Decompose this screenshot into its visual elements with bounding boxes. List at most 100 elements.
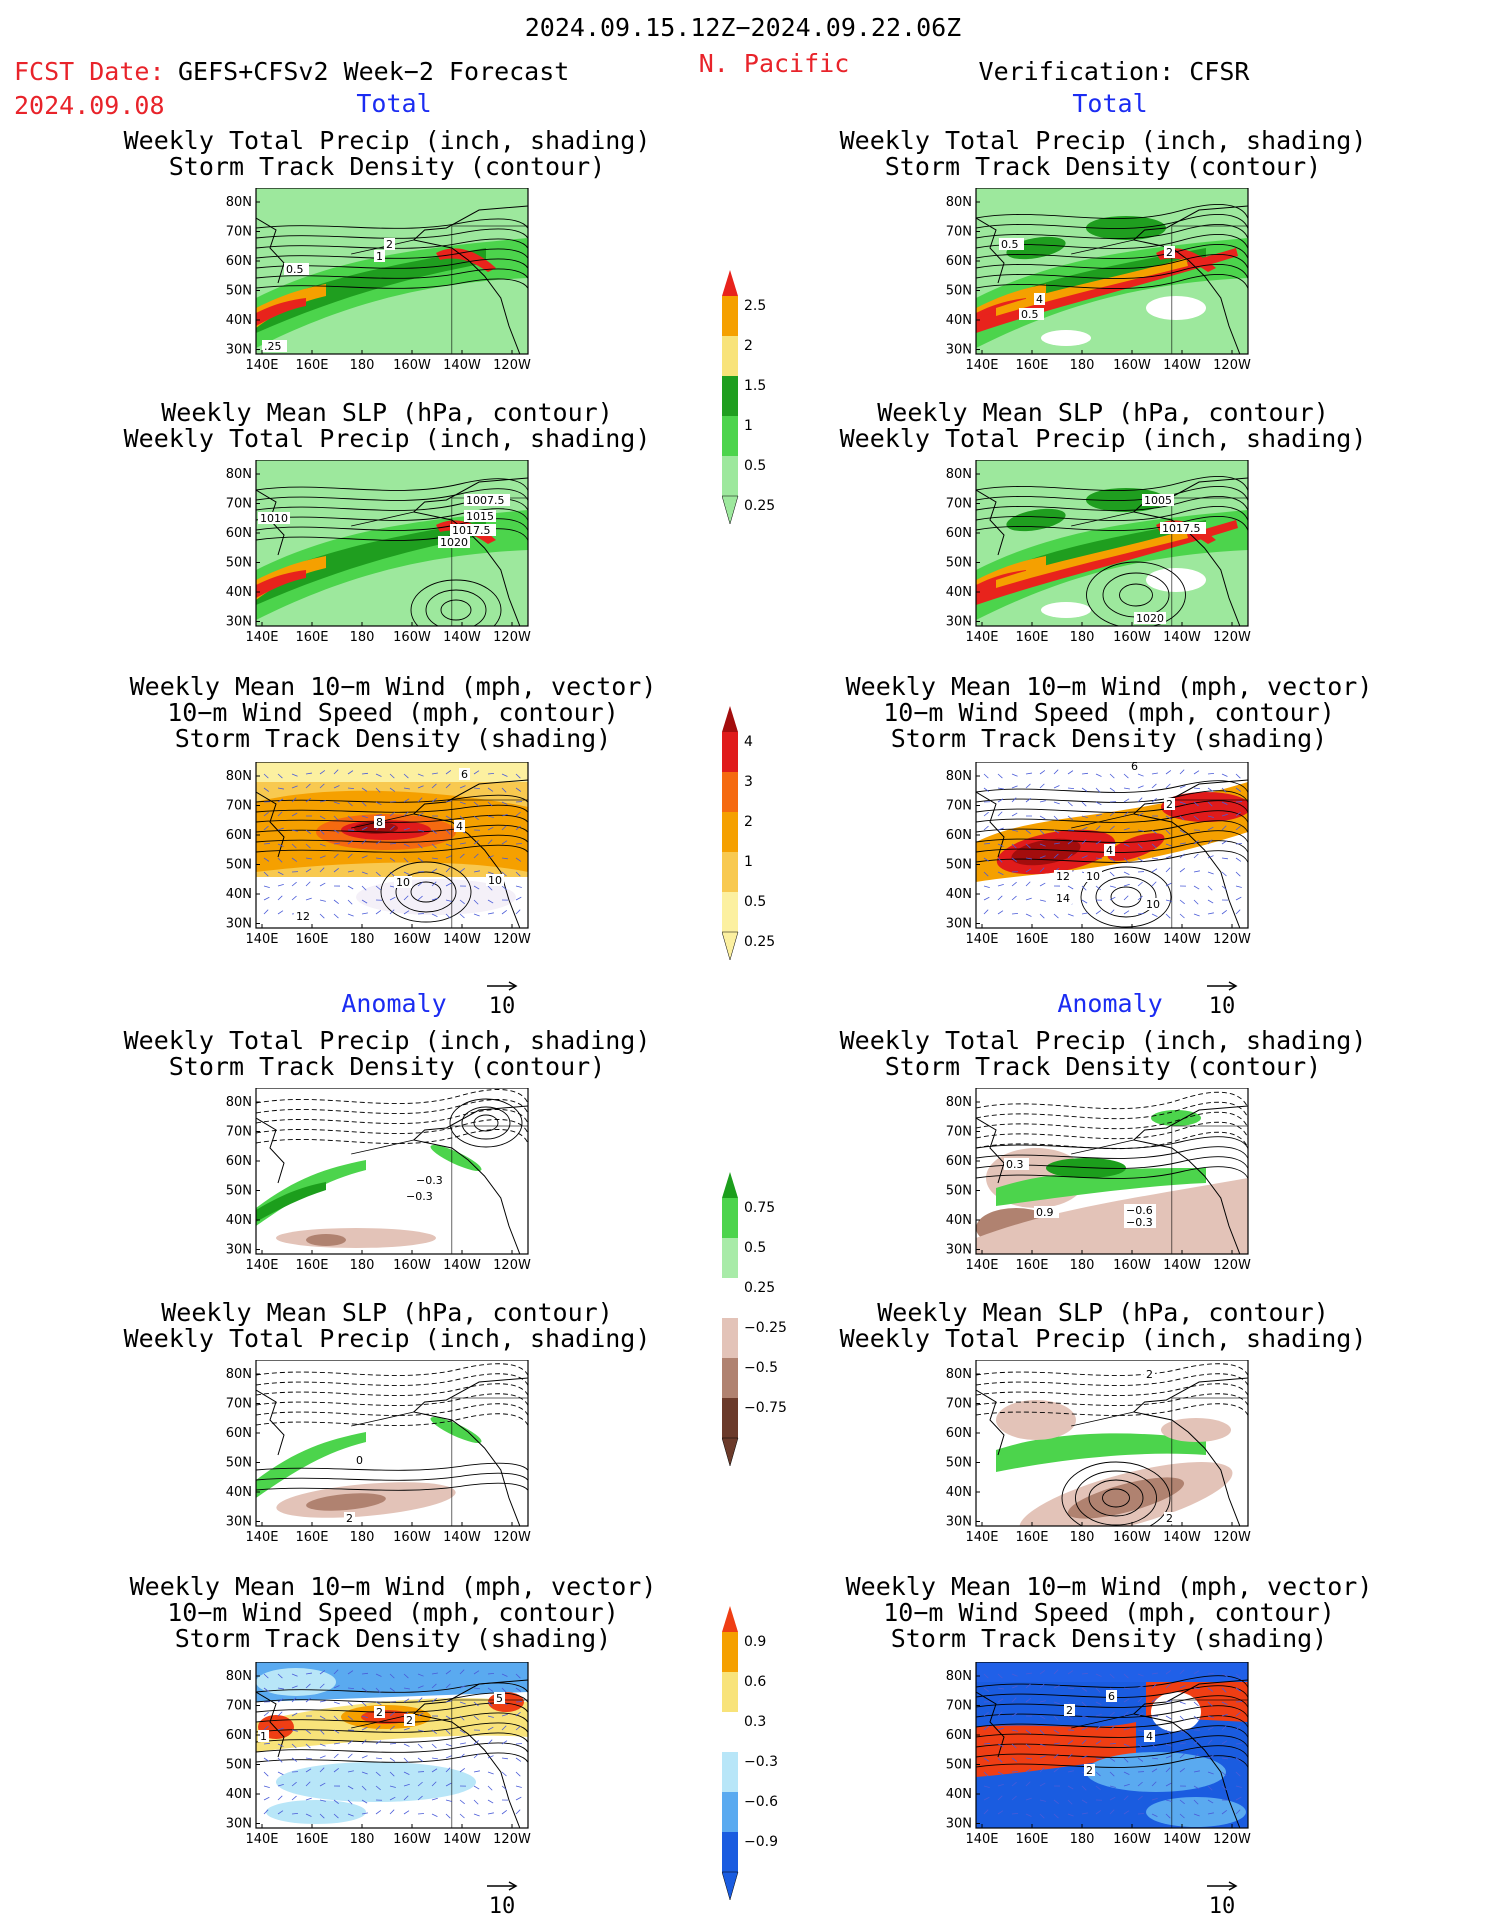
wind-vector [445,855,452,859]
contour-line [256,834,528,843]
contour-line [256,268,528,279]
wind-vector [291,1781,297,1787]
wind-vector [1109,1809,1115,1815]
wind-vector [1207,1672,1215,1675]
wind-vector [445,1755,452,1759]
wind-vector [431,1672,438,1675]
wind-vector [333,1685,340,1689]
colorbar-label: −0.5 [744,1360,778,1376]
contour-line [976,1695,1248,1708]
shading-region [430,1416,482,1444]
contour-label: 8 [376,816,383,829]
contour-line [256,1742,528,1753]
wind-vector [333,785,340,789]
wind-vector [1081,1755,1088,1759]
section-total-left: Total [356,89,432,118]
colorbar-label: −0.25 [744,1320,787,1336]
region-box [451,1397,528,1526]
wind-vector [459,1768,466,1773]
wind-vector [361,1755,368,1759]
shading-band [256,1160,366,1226]
wind-vector [319,1715,326,1720]
wind-vector [277,827,284,831]
map-plot-area: 1005 1017.5 1020 [976,460,1248,626]
lat-tick-label: 80N [226,1669,252,1684]
wind-vector [1151,1698,1157,1703]
contour-label-bg [1164,1512,1175,1524]
wind-vector [389,857,396,862]
wind-vector [1221,840,1228,845]
wind-vector [1025,857,1032,860]
contour-line [256,1383,528,1396]
lon-tick-label: 180 [350,1530,375,1545]
wind-vector [1179,899,1185,905]
wind-vector [983,1771,989,1777]
wind-vector [1179,1669,1185,1675]
wind-vector [1151,783,1157,789]
wind-vector [997,1698,1004,1703]
lon-tick-label: 160W [393,1530,431,1545]
colorbar-segment [722,772,738,812]
wind-vector [1179,1729,1186,1734]
title-fcst-anom-wind: Weekly Mean 10−m Wind (mph, vector) 10−m … [129,1572,657,1653]
lat-tick-label: 40N [946,1787,972,1802]
lat-tick-label: 60N [226,526,252,541]
map-fcst-anom-wind: 1 2 2 5 80N 70N 60N 50N 40N 30N 140E 160E 180 160W 140… [226,1662,531,1847]
wind-vector [445,1813,451,1819]
wind-vector [515,1785,522,1788]
wind-vector [277,1711,283,1717]
contour-label-bg [1064,1704,1075,1716]
wind-vector [361,1687,368,1692]
lat-tick-label: 80N [226,769,252,784]
aleutian-islands [1071,1713,1134,1729]
contour-line [976,234,1248,249]
contour-ring [410,881,442,903]
contour-label-bg [1084,1764,1095,1776]
wind-vector [983,896,990,901]
wind-vector [347,815,353,821]
lon-tick-label: 140W [443,932,481,947]
wind-vector [501,773,508,777]
wind-vector [333,1669,339,1675]
wind-vector [515,811,521,817]
wind-vector [1011,895,1017,901]
wind-vector [1193,885,1200,890]
contour-label: 10 [1146,898,1160,911]
wind-vector [403,1810,410,1815]
wind-vector [305,1781,311,1787]
contour-line [976,1111,1248,1130]
wind-vector [375,1687,381,1693]
wind-vector [361,1672,369,1675]
contour-line [976,840,1248,853]
wind-vector [305,829,311,835]
wind-vector [1207,1715,1214,1718]
contour-line [976,1735,1248,1748]
wind-vector [473,815,479,821]
title-cfsr-total-precip: Weekly Total Precip (inch, shading) Storm… [839,126,1367,181]
contour-line [256,1692,528,1703]
wind-vector [333,1729,340,1734]
lon-tick-label: 160E [295,1832,328,1847]
wind-vector [1039,1755,1046,1759]
wind-vector [361,855,368,859]
wind-vector [445,1700,452,1703]
wind-vector [347,787,355,790]
wind-vector [1165,770,1172,775]
wind-vector [333,1813,339,1819]
wind-vector [1165,867,1171,873]
lon-tick-label: 140E [965,358,998,373]
wind-vector [361,1701,367,1707]
map-plot-area: 02 [256,1360,528,1526]
wind-vector [1123,895,1129,901]
aleutian-islands [1071,1139,1134,1155]
wind-vector [1053,1669,1059,1675]
wind-vector [983,825,989,831]
contour-label-bg [1134,612,1166,624]
contour-line [976,1685,1248,1698]
wind-vector [403,843,410,847]
wind-vector [487,1771,494,1775]
map-plot-area: 2 6 4 2 [976,1662,1248,1828]
lon-tick-label: 160W [1113,932,1151,947]
wind-vector [1011,912,1019,915]
